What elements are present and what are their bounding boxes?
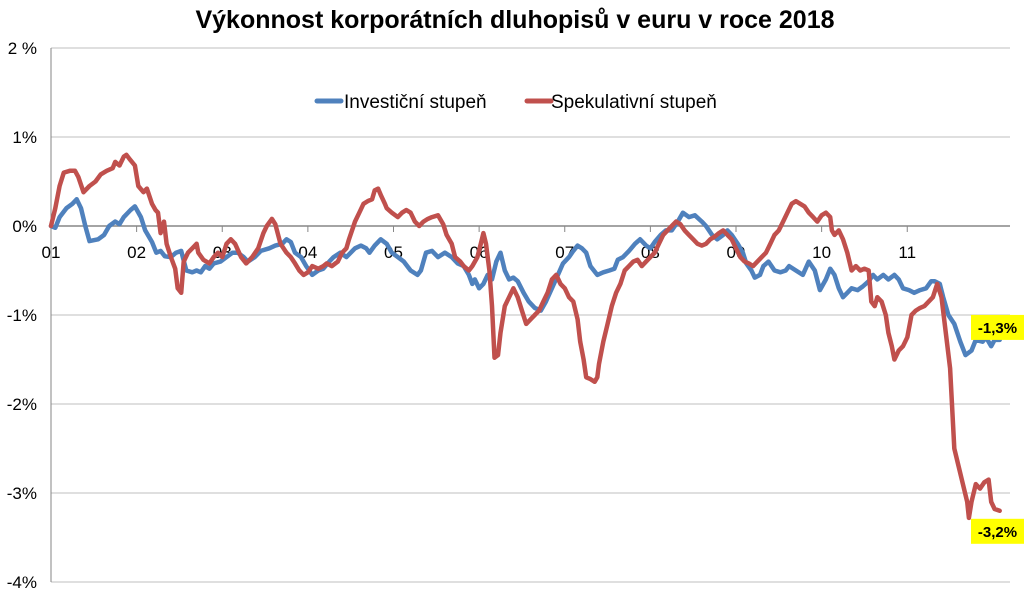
end-label-2: -3,2%: [978, 524, 1017, 541]
x-tick-label: 10: [812, 243, 831, 262]
x-tick-label: 11: [898, 243, 916, 262]
end-label-box-2: [971, 518, 1024, 544]
y-tick-label: 0%: [12, 217, 37, 236]
x-axis: [50, 48, 1010, 582]
legend-label-2: Spekulativní stupeň: [551, 92, 717, 113]
x-tick-label: 02: [127, 243, 146, 262]
series-line-2: [48, 152, 1002, 521]
end-labels: -1,3% -3,2%: [971, 314, 1024, 544]
legend: Investiční stupeň Spekulativní stupeň: [314, 92, 717, 113]
x-tick-label: 01: [42, 243, 61, 262]
y-tick-label: -3%: [7, 484, 37, 503]
series-line-1: [48, 197, 1002, 358]
legend-label-1: Investiční stupeň: [344, 92, 487, 113]
y-tick-label: -2%: [7, 395, 37, 414]
y-tick-label: -4%: [7, 573, 37, 592]
y-tick-label: 1%: [12, 128, 37, 147]
y-axis-ticks: 2 % 1% 0% -1% -2% -3% -4%: [7, 39, 37, 592]
chart-title: Výkonnost korporátních dluhopisů v euru …: [195, 6, 834, 34]
end-label-1: -1,3%: [978, 320, 1017, 337]
y-tick-label: 2 %: [8, 39, 37, 58]
y-tick-label: -1%: [7, 306, 37, 325]
end-label-box-1: [971, 314, 1024, 340]
series-lines: [48, 152, 1002, 521]
gridlines: [51, 47, 1010, 583]
